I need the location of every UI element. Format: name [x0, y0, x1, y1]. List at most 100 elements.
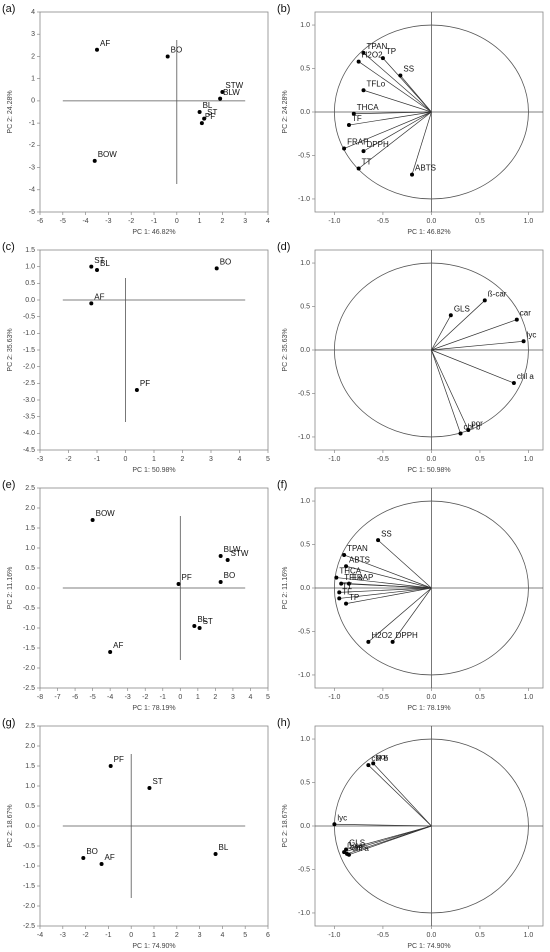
point	[202, 116, 207, 121]
y-tick-label: 0.0	[25, 585, 35, 592]
point	[458, 431, 463, 436]
x-tick-label: -4	[82, 218, 88, 225]
point	[89, 301, 94, 306]
y-tick-label: 1.0	[25, 783, 35, 790]
y-tick-label: 2	[31, 53, 35, 60]
y-tick-label: -1.0	[23, 625, 35, 632]
point	[225, 558, 230, 562]
point-label: PF	[182, 573, 192, 582]
point-label: AF	[105, 853, 115, 862]
point-label: STW	[231, 549, 249, 558]
y-tick-label: -0.5	[298, 628, 310, 635]
point-label: H2O2	[371, 631, 392, 640]
x-axis-label: PC 1: 78.19%	[407, 705, 450, 712]
y-tick-label: 0.0	[300, 823, 310, 830]
x-tick-label: -1	[151, 218, 157, 225]
point	[108, 650, 113, 654]
point	[339, 581, 344, 586]
point	[361, 88, 366, 93]
y-tick-label: 1.0	[300, 22, 310, 29]
loading-vector	[411, 111, 432, 175]
y-tick-label: 2.5	[25, 485, 35, 492]
point	[199, 121, 204, 126]
point	[192, 624, 197, 628]
y-tick-label: 1.0	[25, 545, 35, 552]
y-tick-label: 0.5	[300, 303, 310, 310]
point-label: BOW	[96, 509, 116, 518]
point-label: AF	[94, 292, 104, 301]
y-axis-label: PC 2: 24.28%	[282, 90, 289, 133]
x-tick-label: 2	[175, 932, 179, 939]
point	[213, 852, 218, 856]
point	[448, 313, 453, 318]
x-tick-label: 2	[220, 218, 224, 225]
point-label: TFLo	[367, 79, 386, 88]
x-tick-label: 1	[152, 456, 156, 463]
point	[165, 54, 170, 59]
panel-label: (c)	[2, 241, 15, 253]
point	[371, 761, 376, 766]
point-label: PF	[205, 112, 215, 121]
x-tick-label: -3	[37, 456, 43, 463]
x-tick-label: -7	[54, 694, 60, 701]
point	[346, 852, 351, 857]
x-tick-label: 3	[198, 932, 202, 939]
point	[218, 580, 223, 584]
point-label: BL	[203, 101, 213, 110]
point-label: THCA	[357, 103, 379, 112]
point-label: chl b	[464, 423, 481, 432]
x-tick-label: 2	[181, 456, 185, 463]
x-tick-label: -0.5	[377, 456, 389, 463]
point	[95, 268, 99, 272]
point	[344, 601, 349, 606]
y-tick-label: 0.0	[300, 585, 310, 592]
y-tick-label: 2.0	[25, 505, 35, 512]
point	[356, 59, 361, 64]
y-tick-label: 0.5	[300, 65, 310, 72]
point-label: SS	[403, 65, 414, 74]
x-tick-label: 5	[243, 932, 247, 939]
y-tick-label: 0.5	[300, 779, 310, 786]
point-label: TPAN	[347, 544, 368, 553]
y-tick-label: -1.0	[298, 910, 310, 917]
loading-vector	[431, 319, 517, 351]
loading-vector	[363, 111, 432, 152]
x-tick-label: -4	[37, 932, 43, 939]
y-tick-label: -4.5	[23, 447, 35, 454]
y-tick-label: -1.0	[23, 330, 35, 337]
y-tick-label: 1.5	[25, 247, 35, 254]
point-label: FRAP	[347, 138, 368, 147]
point-label: chl b	[371, 754, 388, 763]
x-tick-label: -2	[65, 456, 71, 463]
panel-label: (h)	[277, 717, 290, 729]
y-tick-label: 0.0	[300, 347, 310, 354]
x-axis-label: PC 1: 74.90%	[132, 943, 175, 950]
point	[344, 564, 349, 569]
y-tick-label: -3.5	[23, 414, 35, 421]
x-tick-label: 1.0	[524, 932, 534, 939]
y-tick-label: -1	[29, 120, 35, 127]
plot-frame	[39, 11, 269, 213]
point-label: BO	[220, 257, 232, 266]
point-label: AF	[113, 641, 123, 650]
y-axis-label: PC 2: 11.16%	[7, 567, 14, 610]
loading-vector	[431, 349, 469, 431]
point	[514, 317, 519, 322]
x-tick-label: 1	[152, 932, 156, 939]
x-tick-label: 5	[266, 456, 270, 463]
x-tick-label: 0	[124, 456, 128, 463]
point-label: car	[350, 843, 361, 852]
point-label: TT	[362, 158, 372, 167]
point-label: ABTS	[349, 555, 370, 564]
y-tick-label: -5	[29, 209, 35, 216]
point	[95, 47, 99, 52]
x-axis-label: PC 1: 50.98%	[407, 467, 450, 474]
point-label: TP	[386, 47, 396, 56]
x-axis-label: PC 1: 78.19%	[132, 705, 175, 712]
point-label: H2O2	[362, 51, 383, 60]
loading-vector	[348, 111, 432, 126]
loading-vector	[343, 111, 432, 149]
y-tick-label: 1.0	[25, 264, 35, 271]
unit-circle	[334, 24, 529, 200]
x-tick-label: -0.5	[377, 932, 389, 939]
